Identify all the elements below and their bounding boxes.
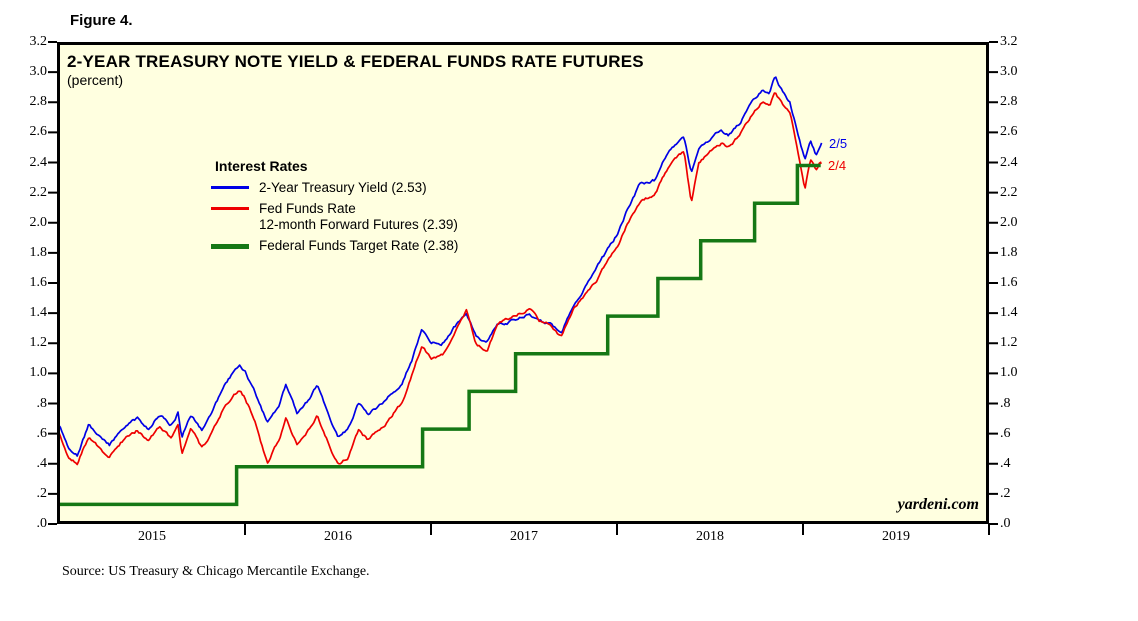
legend-item-fed-funds-target: Federal Funds Target Rate (2.38) bbox=[211, 238, 458, 254]
figure-label: Figure 4. bbox=[70, 12, 133, 29]
y-axis-label-left: 2.8 bbox=[29, 94, 48, 109]
y-axis-label-left: 1.8 bbox=[29, 245, 48, 260]
legend-title: Interest Rates bbox=[215, 158, 308, 174]
y-axis-label-right: 2.6 bbox=[1000, 124, 1018, 139]
y-axis-label-right: 1.2 bbox=[1000, 335, 1018, 350]
y-axis-label-left: .8 bbox=[36, 396, 48, 411]
y-axis-label-left: 2.0 bbox=[29, 215, 48, 230]
x-axis-label: 2019 bbox=[882, 529, 910, 544]
y-axis-label-right: .0 bbox=[1000, 516, 1011, 531]
y-axis-label-left: 3.0 bbox=[29, 64, 48, 79]
legend-label-treasury-yield: 2-Year Treasury Yield (2.53) bbox=[259, 180, 427, 195]
y-axis-label-left: .2 bbox=[36, 486, 48, 501]
legend: Interest Rates 2-Year Treasury Yield (2.… bbox=[211, 158, 458, 259]
y-axis-label-left: 1.2 bbox=[29, 335, 48, 350]
axis-ticks bbox=[48, 41, 998, 535]
x-axis-label: 2016 bbox=[324, 529, 352, 544]
y-axis-label-right: 1.6 bbox=[1000, 275, 1018, 290]
legend-swatch-treasury-yield bbox=[211, 186, 249, 189]
y-axis-label-right: 1.0 bbox=[1000, 365, 1018, 380]
legend-label-fed-funds-target: Federal Funds Target Rate (2.38) bbox=[259, 238, 459, 253]
y-axis-label-left: 3.2 bbox=[29, 34, 48, 49]
watermark: yardeni.com bbox=[897, 496, 979, 513]
legend-item-treasury-yield: 2-Year Treasury Yield (2.53) bbox=[211, 180, 458, 196]
y-axis-label-right: 2.2 bbox=[1000, 185, 1018, 200]
y-axis-label-left: .0 bbox=[36, 516, 48, 531]
y-axis-label-right: 2.8 bbox=[1000, 94, 1018, 109]
y-axis-label-left: 2.2 bbox=[29, 185, 48, 200]
y-axis-label-left: .4 bbox=[36, 456, 48, 471]
treasury-yield-line bbox=[60, 76, 823, 457]
source-note: Source: US Treasury & Chicago Mercantile… bbox=[62, 564, 370, 579]
x-axis-label: 2017 bbox=[510, 529, 538, 544]
plot-area bbox=[57, 42, 989, 524]
legend-item-fed-funds-futures: Fed Funds Rate 12-month Forward Futures … bbox=[211, 201, 458, 233]
y-axis-label-left: 2.4 bbox=[29, 155, 48, 170]
chart-subtitle: (percent) bbox=[67, 72, 124, 88]
y-axis-label-left: 1.0 bbox=[29, 365, 48, 380]
y-axis-label-right: 2.4 bbox=[1000, 155, 1018, 170]
legend-swatch-fed-funds-futures bbox=[211, 207, 249, 210]
y-axis-label-right: 3.2 bbox=[1000, 34, 1018, 49]
y-axis-label-right: 3.0 bbox=[1000, 64, 1018, 79]
legend-label-fed-funds-futures: Fed Funds Rate 12-month Forward Futures … bbox=[259, 201, 458, 232]
y-axis-label-right: 1.4 bbox=[1000, 305, 1018, 320]
legend-items: 2-Year Treasury Yield (2.53) Fed Funds Ra… bbox=[211, 180, 458, 254]
y-axis-label-right: .6 bbox=[1000, 426, 1011, 441]
fed-funds-futures-line bbox=[60, 92, 822, 466]
latest-date-label-treasury: 2/5 bbox=[829, 136, 848, 151]
latest-date-label-futures: 2/4 bbox=[828, 158, 847, 173]
y-axis-label-right: .8 bbox=[1000, 396, 1011, 411]
y-axis-label-left: .6 bbox=[36, 426, 48, 441]
x-axis-label: 2015 bbox=[138, 529, 166, 544]
y-axis-label-right: 2.0 bbox=[1000, 215, 1018, 230]
y-axis-label-right: 1.8 bbox=[1000, 245, 1018, 260]
y-axis-label-right: .4 bbox=[1000, 456, 1011, 471]
y-axis-label-left: 2.6 bbox=[29, 124, 48, 139]
y-axis-label-right: .2 bbox=[1000, 486, 1011, 501]
chart-title: 2-YEAR TREASURY NOTE YIELD & FEDERAL FUN… bbox=[67, 52, 644, 71]
fed-funds-target-line bbox=[60, 163, 821, 507]
x-axis-label: 2018 bbox=[696, 529, 724, 544]
legend-swatch-fed-funds-target bbox=[211, 244, 249, 249]
y-axis-label-left: 1.4 bbox=[29, 305, 48, 320]
y-axis-label-left: 1.6 bbox=[29, 275, 48, 290]
